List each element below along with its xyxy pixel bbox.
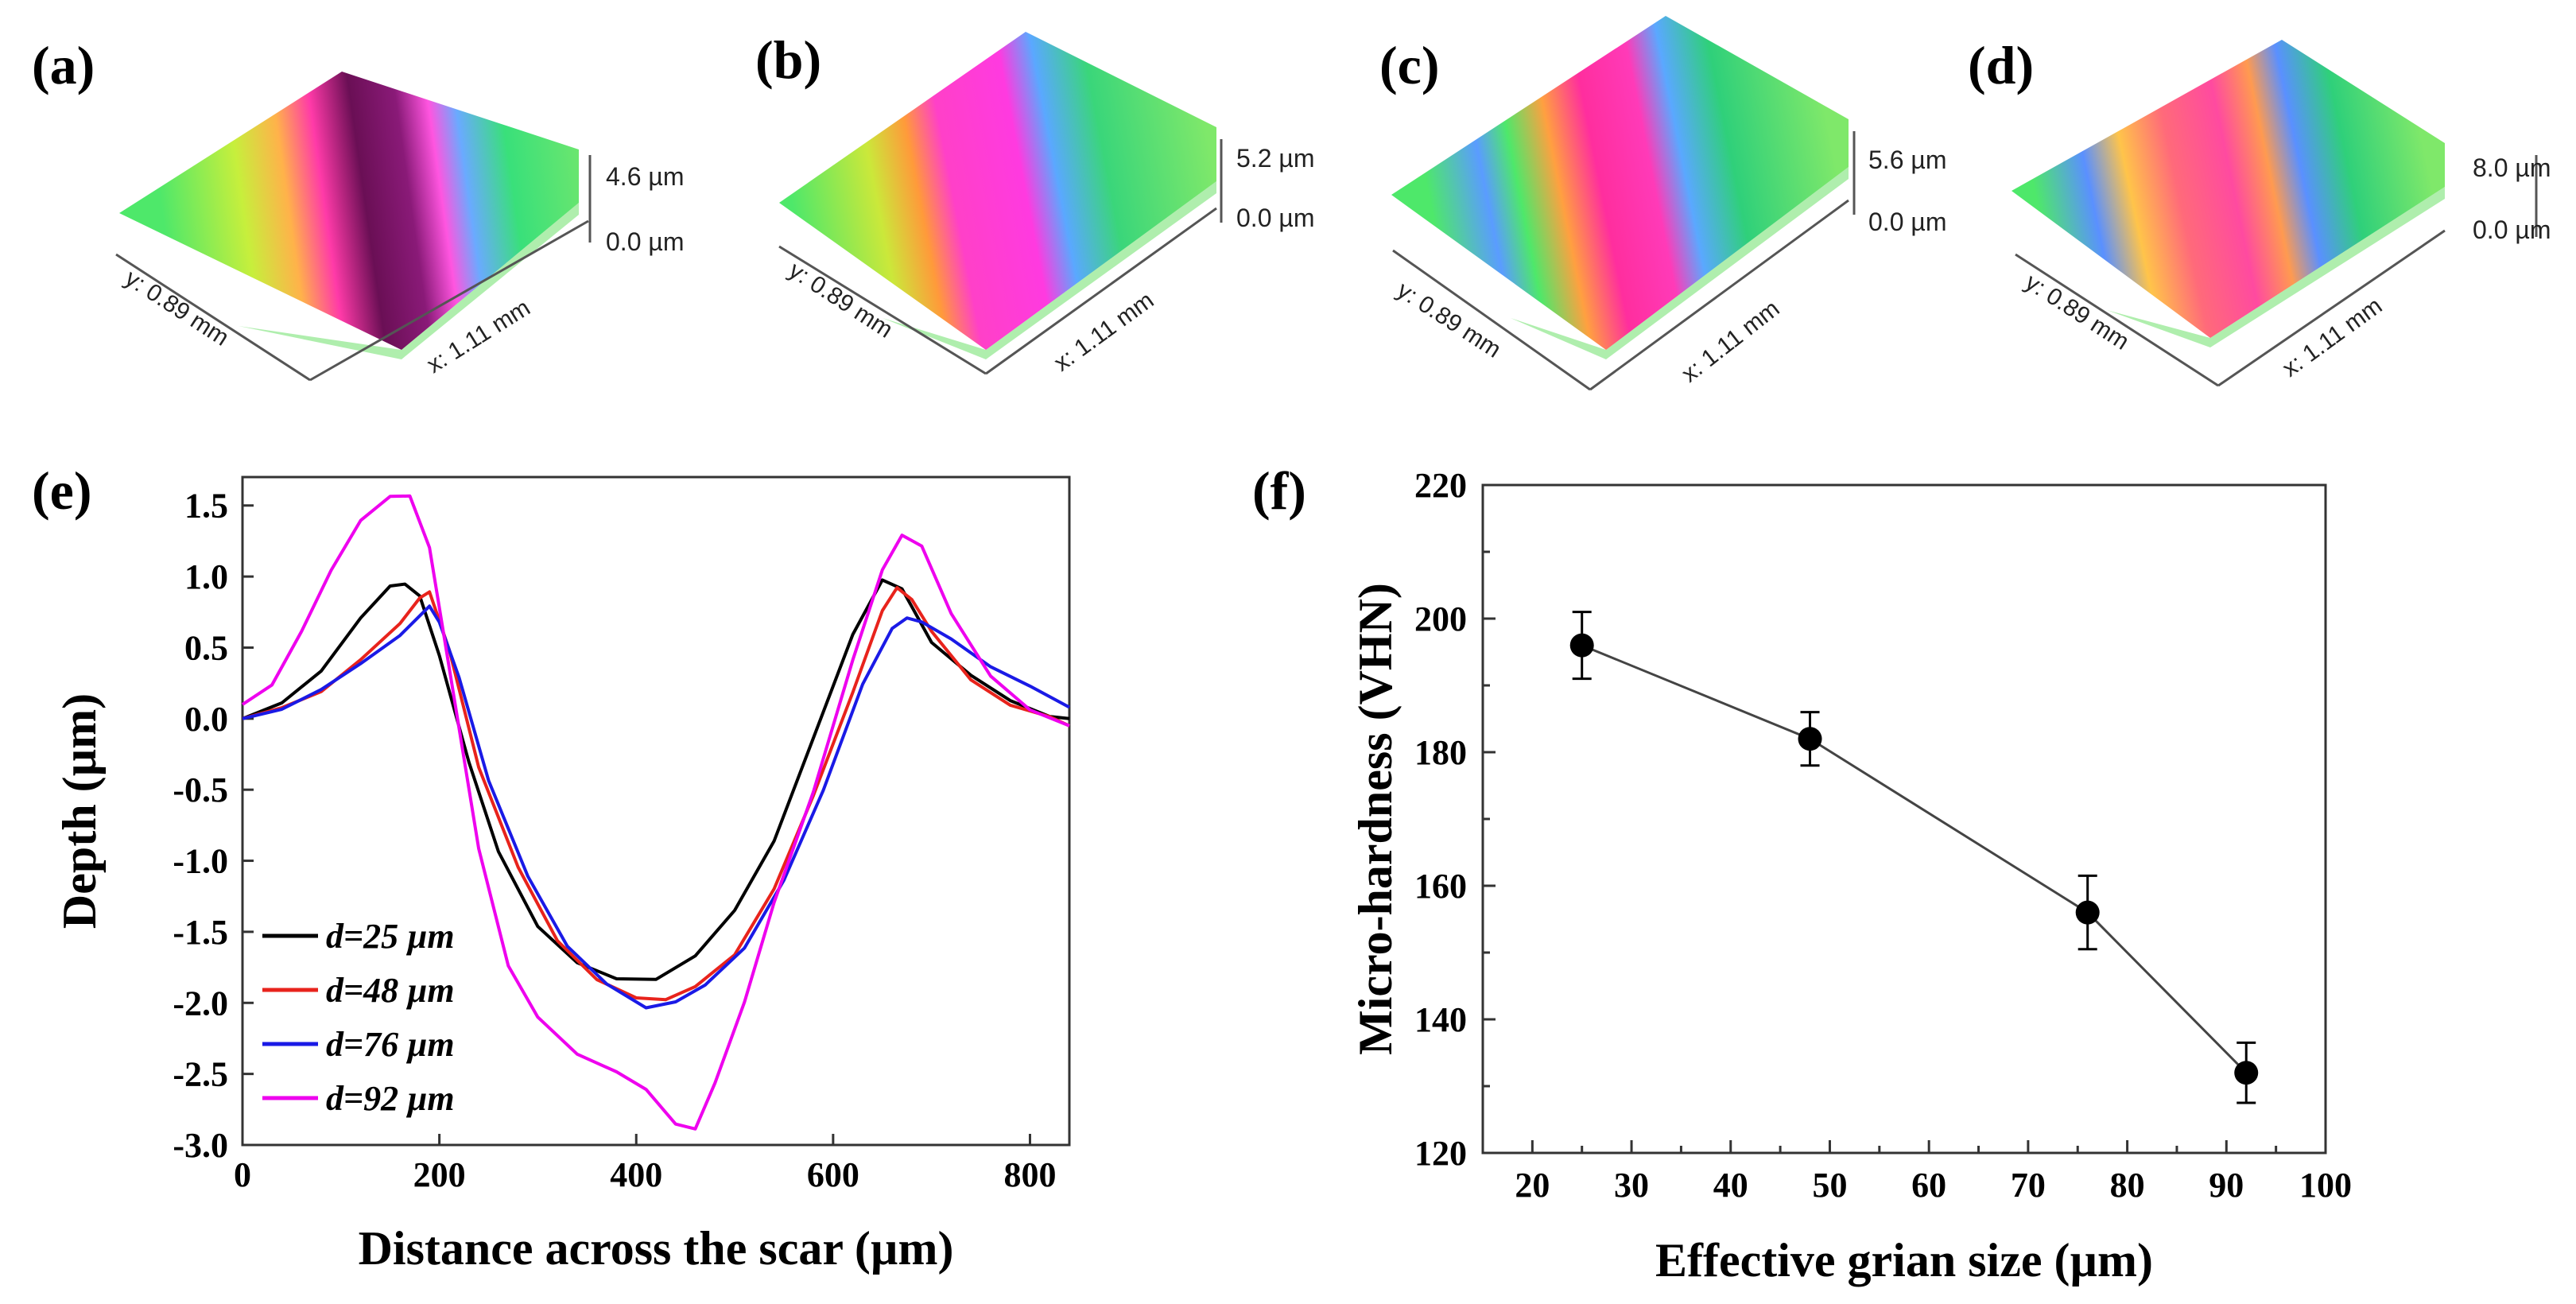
- plot-frame-f: [1481, 483, 2327, 1155]
- data-point: [1798, 727, 1822, 751]
- legend-label: d=76 µm: [326, 1025, 455, 1064]
- y-tick-label-f: 180: [1414, 733, 1467, 772]
- y-tick-label-f: 160: [1414, 867, 1467, 906]
- ticks-e: 0 200 400 600 800 1.5 1.0 0.5 0.0 -0.5 -1.0 -1.5 -2.…: [173, 487, 1056, 1194]
- panel-c: (c) 5.6 µm 0.0 µm y: 0.89 mm x: 1.11 mm: [1379, 16, 1946, 391]
- panel-label-a: (a): [32, 35, 95, 95]
- x-dim-d: x: 1.11 mm: [2278, 293, 2388, 382]
- z-max-c: 5.6 µm: [1868, 146, 1946, 174]
- panel-label-e: (e): [32, 460, 91, 521]
- axis-line-x-c: [1589, 199, 1849, 391]
- panel-e: (e) 0 200 400 600 800 1.5 1.0 0.5 0.0 -0.5 -1.0 -1.…: [32, 460, 1071, 1275]
- x-tick-label-f: 20: [1515, 1166, 1550, 1205]
- axis-line-y-d: [2015, 253, 2219, 387]
- surface-c: [1391, 16, 1849, 350]
- data-point: [2075, 900, 2100, 925]
- x-tick-label-f: 60: [1911, 1166, 1946, 1205]
- panel-label-f: (f): [1252, 460, 1306, 521]
- axis-line-y-c: [1392, 249, 1591, 391]
- z-min-c: 0.0 µm: [1868, 208, 1946, 236]
- series-line-d-92-m: [241, 494, 1070, 1131]
- z-max-b: 5.2 µm: [1236, 144, 1314, 173]
- y-tick-label-e: -2.5: [173, 1055, 228, 1094]
- z-max-a: 4.6 µm: [606, 162, 684, 191]
- y-tick-label-e: -0.5: [173, 770, 228, 809]
- plot-frame-e: [241, 475, 1071, 1147]
- y-axis-title-e: Depth (µm): [53, 693, 106, 929]
- surface-d: [2012, 40, 2445, 338]
- legend-label: d=48 µm: [326, 971, 455, 1010]
- x-tick-label-e: 200: [413, 1155, 466, 1194]
- y-tick-label-e: 0.5: [184, 628, 228, 667]
- x-axis-title-e: Distance across the scar (µm): [359, 1222, 954, 1275]
- panel-b: (b) 5.2 µm 0.0 µm y: 0.89 mm x: 1.11 mm: [755, 29, 1314, 377]
- z-min-a: 0.0 µm: [606, 227, 684, 256]
- x-tick-label-f: 80: [2110, 1166, 2145, 1205]
- panel-label-d: (d): [1968, 35, 2034, 95]
- x-dim-c: x: 1.11 mm: [1677, 296, 1784, 388]
- z-min-b: 0.0 µm: [1236, 204, 1314, 232]
- y-axis-title-f: Micro-hardness (VHN): [1349, 583, 1402, 1055]
- y-tick-label-e: 1.5: [184, 487, 228, 526]
- y-dim-d: y: 0.89 mm: [2020, 269, 2133, 355]
- y-tick-label-f: 200: [1414, 600, 1467, 638]
- series-f: [1569, 611, 2259, 1104]
- y-tick-label-e: 1.0: [184, 557, 228, 596]
- x-tick-label-f: 70: [2011, 1166, 2046, 1205]
- connector-line: [1581, 644, 2248, 1074]
- data-point: [1569, 633, 1594, 658]
- y-dim-a: y: 0.89 mm: [120, 265, 233, 351]
- y-tick-label-e: 0.0: [184, 700, 228, 739]
- x-tick-label-f: 90: [2209, 1166, 2244, 1205]
- z-max-d: 8.0 µm: [2473, 153, 2551, 182]
- panel-f: (f) 20 30 40 50 60 70 80 90 100 120 140 160 180 200 22…: [1252, 460, 2352, 1287]
- legend-e: d=25 µm d=48 µm d=76 µm d=92 µm: [262, 917, 455, 1118]
- y-tick-label-e: -1.0: [173, 842, 228, 881]
- axis-line-x-b: [985, 207, 1217, 375]
- panel-label-c: (c): [1379, 35, 1439, 95]
- legend-label: d=92 µm: [326, 1079, 455, 1118]
- series-e: [241, 494, 1070, 1131]
- x-tick-label-e: 400: [610, 1155, 662, 1194]
- axis-line-x-d: [2217, 229, 2446, 387]
- y-tick-label-f: 220: [1414, 466, 1467, 505]
- panel-d: (d) 8.0 µm 0.0 µm y: 0.89 mm x: 1.11 mm: [1968, 35, 2551, 387]
- series-line-d-48-m: [242, 586, 1070, 1002]
- x-tick-label-f: 30: [1614, 1166, 1649, 1205]
- legend-label: d=25 µm: [326, 917, 455, 956]
- panel-a: (a) 4.6 µm 0.0 µm y: 0.89 mm x: 1.11 mm: [32, 35, 684, 382]
- x-tick-label-f: 100: [2299, 1166, 2352, 1205]
- y-tick-label-e: -1.5: [173, 913, 228, 952]
- data-point: [2234, 1061, 2259, 1085]
- series-line-d-76-m: [242, 604, 1070, 1010]
- x-tick-label-e: 0: [234, 1155, 251, 1194]
- y-tick-label-e: -2.0: [173, 984, 228, 1023]
- z-min-d: 0.0 µm: [2473, 215, 2551, 244]
- x-tick-label-f: 50: [1812, 1166, 1847, 1205]
- x-tick-label-e: 600: [807, 1155, 859, 1194]
- axis-line-x-a: [309, 219, 589, 382]
- x-tick-label-e: 800: [1003, 1155, 1056, 1194]
- y-tick-label-f: 140: [1414, 1000, 1467, 1039]
- y-tick-label-e: -3.0: [173, 1126, 228, 1165]
- x-tick-label-f: 40: [1713, 1166, 1748, 1205]
- x-axis-title-f: Effective grian size (µm): [1655, 1234, 2153, 1287]
- y-tick-label-f: 120: [1414, 1134, 1467, 1173]
- axis-line-y-b: [778, 245, 987, 375]
- panel-label-b: (b): [755, 29, 821, 90]
- ticks-f: 20 30 40 50 60 70 80 90 100 120 140 160 180 200 220: [1414, 466, 2352, 1205]
- series-line-d-25-m: [242, 578, 1070, 981]
- surface-a: [119, 72, 579, 350]
- surface-b: [779, 32, 1216, 350]
- axis-line-y-a: [115, 253, 311, 382]
